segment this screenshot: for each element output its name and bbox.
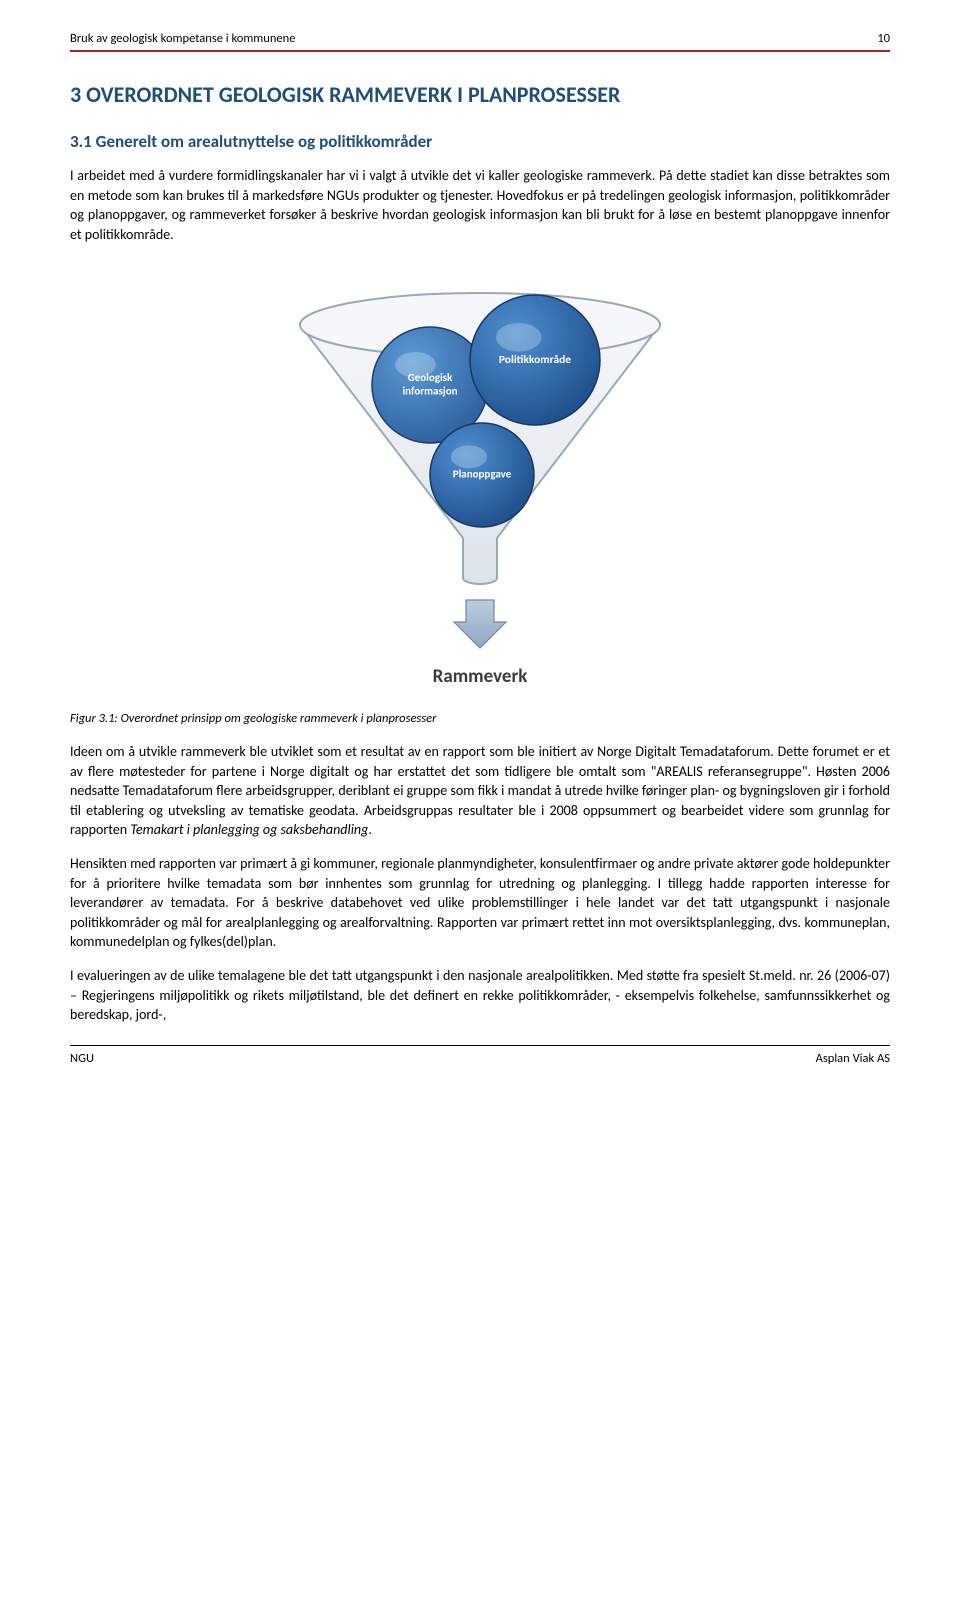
svg-text:Planoppgave: Planoppgave <box>453 468 512 481</box>
svg-text:Geologisk: Geologisk <box>408 371 453 384</box>
funnel-diagram: Geologiskinformasjon Politikkområde Planop… <box>260 270 700 700</box>
header-rule <box>70 50 890 52</box>
running-footer: NGU Asplan Viak AS <box>70 1050 890 1068</box>
footer-rule <box>70 1045 890 1046</box>
svg-text:informasjon: informasjon <box>402 385 457 398</box>
header-left: Bruk av geologisk kompetanse i kommunene <box>70 30 295 48</box>
heading-2: 3.1 Generelt om arealutnyttelse og polit… <box>70 130 890 154</box>
footer-left: NGU <box>70 1050 94 1068</box>
p2-italic: Temakart i planlegging og saksbehandling <box>130 821 368 838</box>
heading-1: 3 OVERORDNET GEOLOGISK RAMMEVERK I PLANP… <box>70 80 890 111</box>
paragraph-intro: I arbeidet med å vurdere formidlingskana… <box>70 166 890 244</box>
footer-right: Asplan Viak AS <box>816 1050 890 1068</box>
paragraph-4: I evalueringen av de ulike temalagene bl… <box>70 966 890 1025</box>
page-number: 10 <box>877 30 890 48</box>
paragraph-3: Hensikten med rapporten var primært å gi… <box>70 854 890 952</box>
p2-text-b: . <box>368 821 372 838</box>
figure-caption: Figur 3.1: Overordnet prinsipp om geolog… <box>70 710 890 728</box>
paragraph-2: Ideen om å utvikle rammeverk ble utvikle… <box>70 742 890 840</box>
svg-text:Rammeverk: Rammeverk <box>433 665 528 688</box>
svg-text:Politikkområde: Politikkområde <box>499 353 571 367</box>
running-header: Bruk av geologisk kompetanse i kommunene… <box>70 30 890 48</box>
figure-wrap: Geologiskinformasjon Politikkområde Planop… <box>70 270 890 700</box>
